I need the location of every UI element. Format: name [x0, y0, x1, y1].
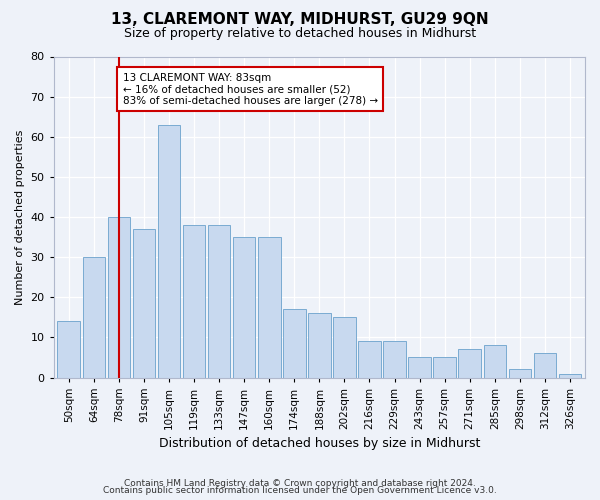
Text: 13, CLAREMONT WAY, MIDHURST, GU29 9QN: 13, CLAREMONT WAY, MIDHURST, GU29 9QN [111, 12, 489, 28]
Y-axis label: Number of detached properties: Number of detached properties [15, 130, 25, 304]
Text: Contains HM Land Registry data © Crown copyright and database right 2024.: Contains HM Land Registry data © Crown c… [124, 478, 476, 488]
Bar [433, 358, 456, 378]
Bar [107, 217, 130, 378]
Bar [258, 237, 281, 378]
Bar [559, 374, 581, 378]
Bar [484, 346, 506, 378]
Bar [83, 257, 105, 378]
X-axis label: Distribution of detached houses by size in Midhurst: Distribution of detached houses by size … [158, 437, 480, 450]
Bar [509, 370, 531, 378]
Bar [458, 350, 481, 378]
Bar [409, 358, 431, 378]
Bar [58, 322, 80, 378]
Bar [533, 354, 556, 378]
Text: Contains public sector information licensed under the Open Government Licence v3: Contains public sector information licen… [103, 486, 497, 495]
Bar [183, 225, 205, 378]
Bar [383, 342, 406, 378]
Bar [208, 225, 230, 378]
Text: Size of property relative to detached houses in Midhurst: Size of property relative to detached ho… [124, 28, 476, 40]
Bar [333, 318, 356, 378]
Bar [233, 237, 256, 378]
Bar [133, 229, 155, 378]
Bar [158, 124, 180, 378]
Text: 13 CLAREMONT WAY: 83sqm
← 16% of detached houses are smaller (52)
83% of semi-de: 13 CLAREMONT WAY: 83sqm ← 16% of detache… [122, 72, 378, 106]
Bar [283, 310, 305, 378]
Bar [308, 314, 331, 378]
Bar [358, 342, 381, 378]
